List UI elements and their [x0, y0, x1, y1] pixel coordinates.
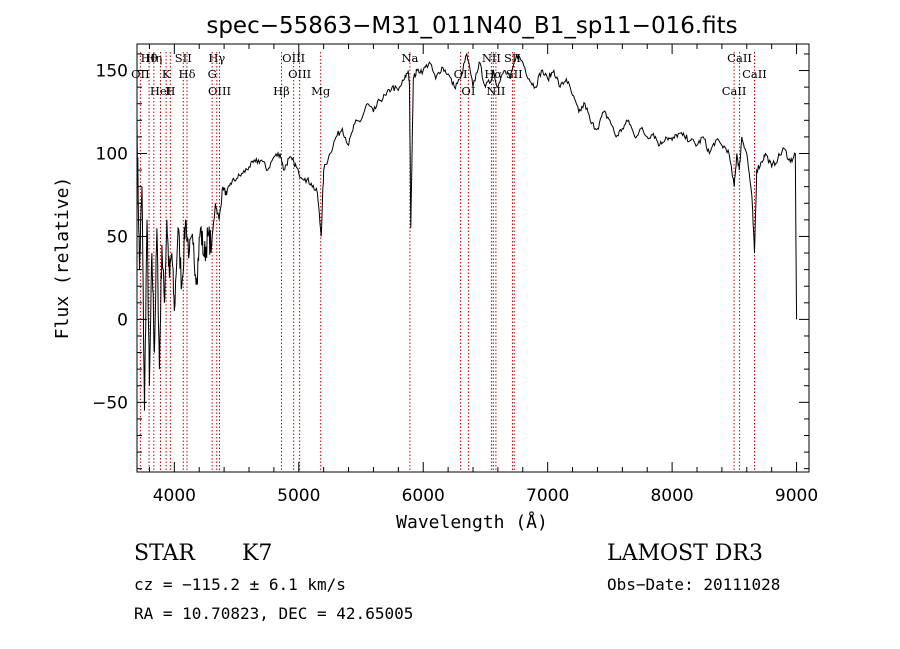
line-label: CaII: [742, 67, 767, 81]
emission-line-markers: [139, 52, 755, 472]
spectrum-line: [136, 52, 798, 411]
line-label: Hα: [484, 67, 502, 81]
line-label: NII: [482, 51, 501, 65]
x-tick-label: 4000: [153, 486, 196, 506]
x-tick-label: 8000: [650, 486, 693, 506]
x-tick-label: 7000: [526, 486, 569, 506]
line-label: Na: [401, 51, 418, 65]
emission-line-labels: HθOIIHeIHηKHSIIHδOIIIHγGHβOIIIOIIIMgNaOI…: [131, 51, 767, 98]
x-axis-ticks: 4000 5000 6000 7000 8000 9000: [148, 44, 818, 506]
line-label: Hη: [145, 51, 162, 65]
line-label: OIII: [208, 84, 231, 98]
line-label: G: [208, 67, 217, 81]
line-label: Hβ: [273, 84, 290, 98]
y-tick-label: −50: [92, 393, 128, 413]
line-label: NII: [486, 84, 505, 98]
y-tick-label: 150: [96, 62, 128, 82]
chart-title: spec−55863−M31_011N40_B1_sp11−016.fits: [206, 13, 737, 39]
plot-frame: [136, 43, 810, 473]
line-label: SII: [175, 51, 192, 65]
y-axis-ticks: −50 0 50 100 150: [92, 53, 809, 470]
observation-date: Obs−Date: 20111028: [607, 575, 780, 594]
line-label: OII: [131, 67, 150, 81]
line-label: OI: [454, 67, 468, 81]
line-label: H: [165, 84, 175, 98]
coordinates-text: RA = 10.70823, DEC = 42.65005: [134, 604, 413, 623]
object-class: STAR: [134, 541, 196, 566]
line-label: Mg: [311, 84, 331, 98]
line-label: Hθ: [141, 51, 158, 65]
line-label: CaII: [722, 84, 747, 98]
line-label: HeI: [150, 84, 171, 98]
y-tick-label: 50: [106, 227, 128, 247]
y-tick-label: 0: [117, 310, 128, 330]
line-label: OI: [461, 84, 475, 98]
line-label: Hδ: [179, 67, 196, 81]
x-axis-title: Wavelength (Å): [396, 511, 548, 533]
x-tick-label: 6000: [402, 486, 445, 506]
line-label: Hγ: [208, 51, 225, 65]
object-subclass: K7: [242, 541, 272, 566]
survey-name: LAMOST DR3: [607, 541, 763, 566]
line-label: OIII: [282, 51, 305, 65]
x-tick-label: 5000: [277, 486, 320, 506]
y-axis-title: Flux (relative): [52, 177, 73, 340]
line-label: CaII: [727, 51, 752, 65]
line-label: K: [162, 67, 171, 81]
redshift-text: cz = −115.2 ± 6.1 km/s: [134, 575, 346, 594]
y-tick-label: 100: [96, 144, 128, 164]
x-tick-label: 9000: [775, 486, 818, 506]
line-label: OIII: [288, 67, 311, 81]
line-label: SII: [504, 51, 521, 65]
